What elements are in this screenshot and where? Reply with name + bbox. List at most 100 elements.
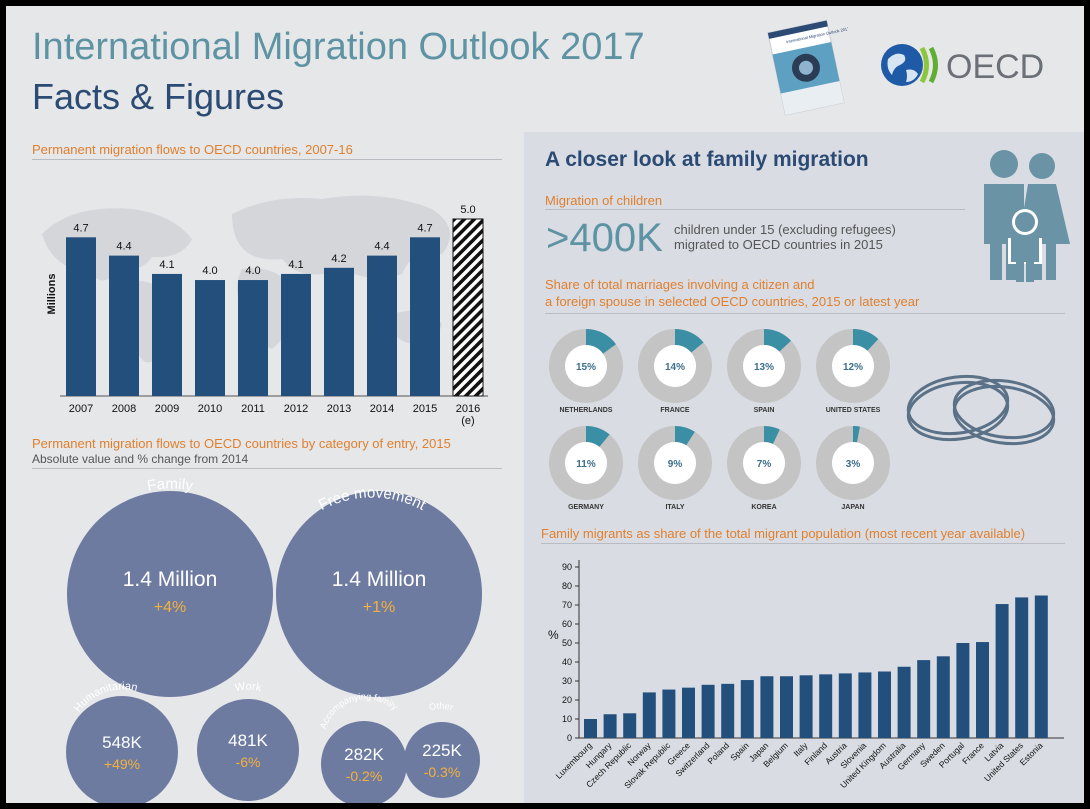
bar xyxy=(152,273,182,396)
category-bubble xyxy=(197,699,299,801)
bar xyxy=(897,666,911,738)
bar xyxy=(799,675,813,738)
data-label: 4.4 xyxy=(374,241,389,253)
divider xyxy=(545,313,1065,314)
bar xyxy=(452,218,484,397)
donut-country-label: KOREA xyxy=(751,504,776,511)
data-label: 5.0 xyxy=(460,204,475,216)
y-tick-label: 80 xyxy=(562,581,572,591)
bar xyxy=(917,660,931,738)
donut-slice xyxy=(638,329,712,403)
bubble-change: +4% xyxy=(154,599,186,616)
donut-slice xyxy=(549,426,623,500)
bubble-change: -0.2% xyxy=(346,768,383,784)
donut-slice xyxy=(638,426,712,500)
family-share-bar-chart: % 0102030405060708090LuxembourgHungaryCz… xyxy=(548,560,1064,791)
donut-hole xyxy=(565,442,607,484)
bubble-change: -6% xyxy=(236,754,261,770)
y-tick-label: 40 xyxy=(562,657,572,667)
donut-country-label: JAPAN xyxy=(841,504,864,511)
donut-hole xyxy=(743,442,785,484)
family-section-title: A closer look at family migration xyxy=(545,148,869,171)
x-tick-label: 2011 xyxy=(241,403,265,415)
share-chart-title: Family migrants as share of the total mi… xyxy=(541,526,1026,541)
x-tick-label: 2008 xyxy=(112,403,136,415)
bubble-name: Family xyxy=(146,475,195,494)
category-chart-title: Permanent migration flows to OECD countr… xyxy=(32,436,451,451)
divider xyxy=(545,209,965,210)
bar xyxy=(367,255,397,396)
bubble-change: -0.3% xyxy=(424,764,461,780)
donut-slice xyxy=(816,329,890,403)
children-big-number: >400K xyxy=(546,216,663,260)
data-label: 4.4 xyxy=(116,241,131,253)
children-description-line-1: children under 15 (excluding refugees) xyxy=(674,222,896,237)
donut-country-label: NETHERLANDS xyxy=(560,407,613,414)
donut-value-label: 15% xyxy=(576,362,596,373)
donut-hole xyxy=(743,345,785,387)
x-tick-label: 2009 xyxy=(155,403,179,415)
donut-value-label: 14% xyxy=(665,362,685,373)
x-tick-label: 2014 xyxy=(370,403,394,415)
category-bubble xyxy=(404,722,480,798)
y-tick-label: 30 xyxy=(562,676,572,686)
donut-hole xyxy=(654,345,696,387)
data-label: 4.0 xyxy=(245,265,260,277)
donut-hole xyxy=(832,442,874,484)
bubble-change: +49% xyxy=(104,756,140,772)
y-tick-label: 0 xyxy=(567,733,572,743)
donut-country-label: SPAIN xyxy=(754,407,775,414)
bar xyxy=(976,642,989,738)
bubble-change: +1% xyxy=(363,599,395,616)
x-tick-label: Spain xyxy=(728,740,751,763)
donut-value-label: 9% xyxy=(668,459,683,470)
bubble-value: 225K xyxy=(422,741,462,760)
page-title: International Migration Outlook 2017 xyxy=(32,26,645,68)
bubble-value: 548K xyxy=(102,733,142,752)
donut-hole xyxy=(832,345,874,387)
bar xyxy=(662,689,676,738)
donut-country-label: FRANCE xyxy=(660,407,689,414)
family-icon xyxy=(984,150,1070,282)
bar xyxy=(281,273,311,396)
bubble-name-text: Other xyxy=(428,701,454,713)
x-tick-label: France xyxy=(960,740,986,766)
report-cover-image: International Migration Outlook 2017 xyxy=(767,19,848,116)
oecd-logo: OECD xyxy=(881,44,1044,86)
divider xyxy=(32,468,502,469)
x-tick-label: 2015 xyxy=(413,403,437,415)
donut-value-label: 7% xyxy=(757,459,772,470)
y-axis-label: Millions xyxy=(46,274,58,315)
bar xyxy=(838,673,852,738)
donut-value-label: 11% xyxy=(576,459,596,470)
bar xyxy=(410,237,440,396)
donut-slice xyxy=(727,329,801,403)
bar xyxy=(66,237,96,396)
category-bubble xyxy=(66,696,178,803)
data-label: 4.7 xyxy=(73,222,88,234)
bubble-name-text: Work xyxy=(234,681,263,695)
x-tick-label: 2016 (e) xyxy=(456,403,480,427)
y-tick-label: 70 xyxy=(562,600,572,610)
x-tick-label: Poland xyxy=(705,740,731,766)
bar xyxy=(740,680,754,738)
y-tick-label: 20 xyxy=(562,695,572,705)
category-bubble xyxy=(67,491,273,697)
bar xyxy=(819,674,833,738)
donut-country-label: ITALY xyxy=(665,504,684,511)
bar xyxy=(760,676,774,738)
bar xyxy=(701,684,715,738)
y-tick-label: 10 xyxy=(562,714,572,724)
bar xyxy=(995,604,1009,738)
divider xyxy=(541,543,1065,544)
y-tick-label: 50 xyxy=(562,638,572,648)
data-label: 4.0 xyxy=(202,265,217,277)
marriage-donut-charts: 15% NETHERLANDS 14% FRANCE 13% SPAIN 12% UNITED… xyxy=(549,329,890,511)
donut-hole xyxy=(654,442,696,484)
bubble-value: 1.4 Million xyxy=(332,568,427,591)
bubble-value: 282K xyxy=(344,745,384,764)
infographic: International Migration Outlook 2017 Fac… xyxy=(6,6,1084,803)
bar xyxy=(682,687,695,738)
bar xyxy=(109,255,139,396)
